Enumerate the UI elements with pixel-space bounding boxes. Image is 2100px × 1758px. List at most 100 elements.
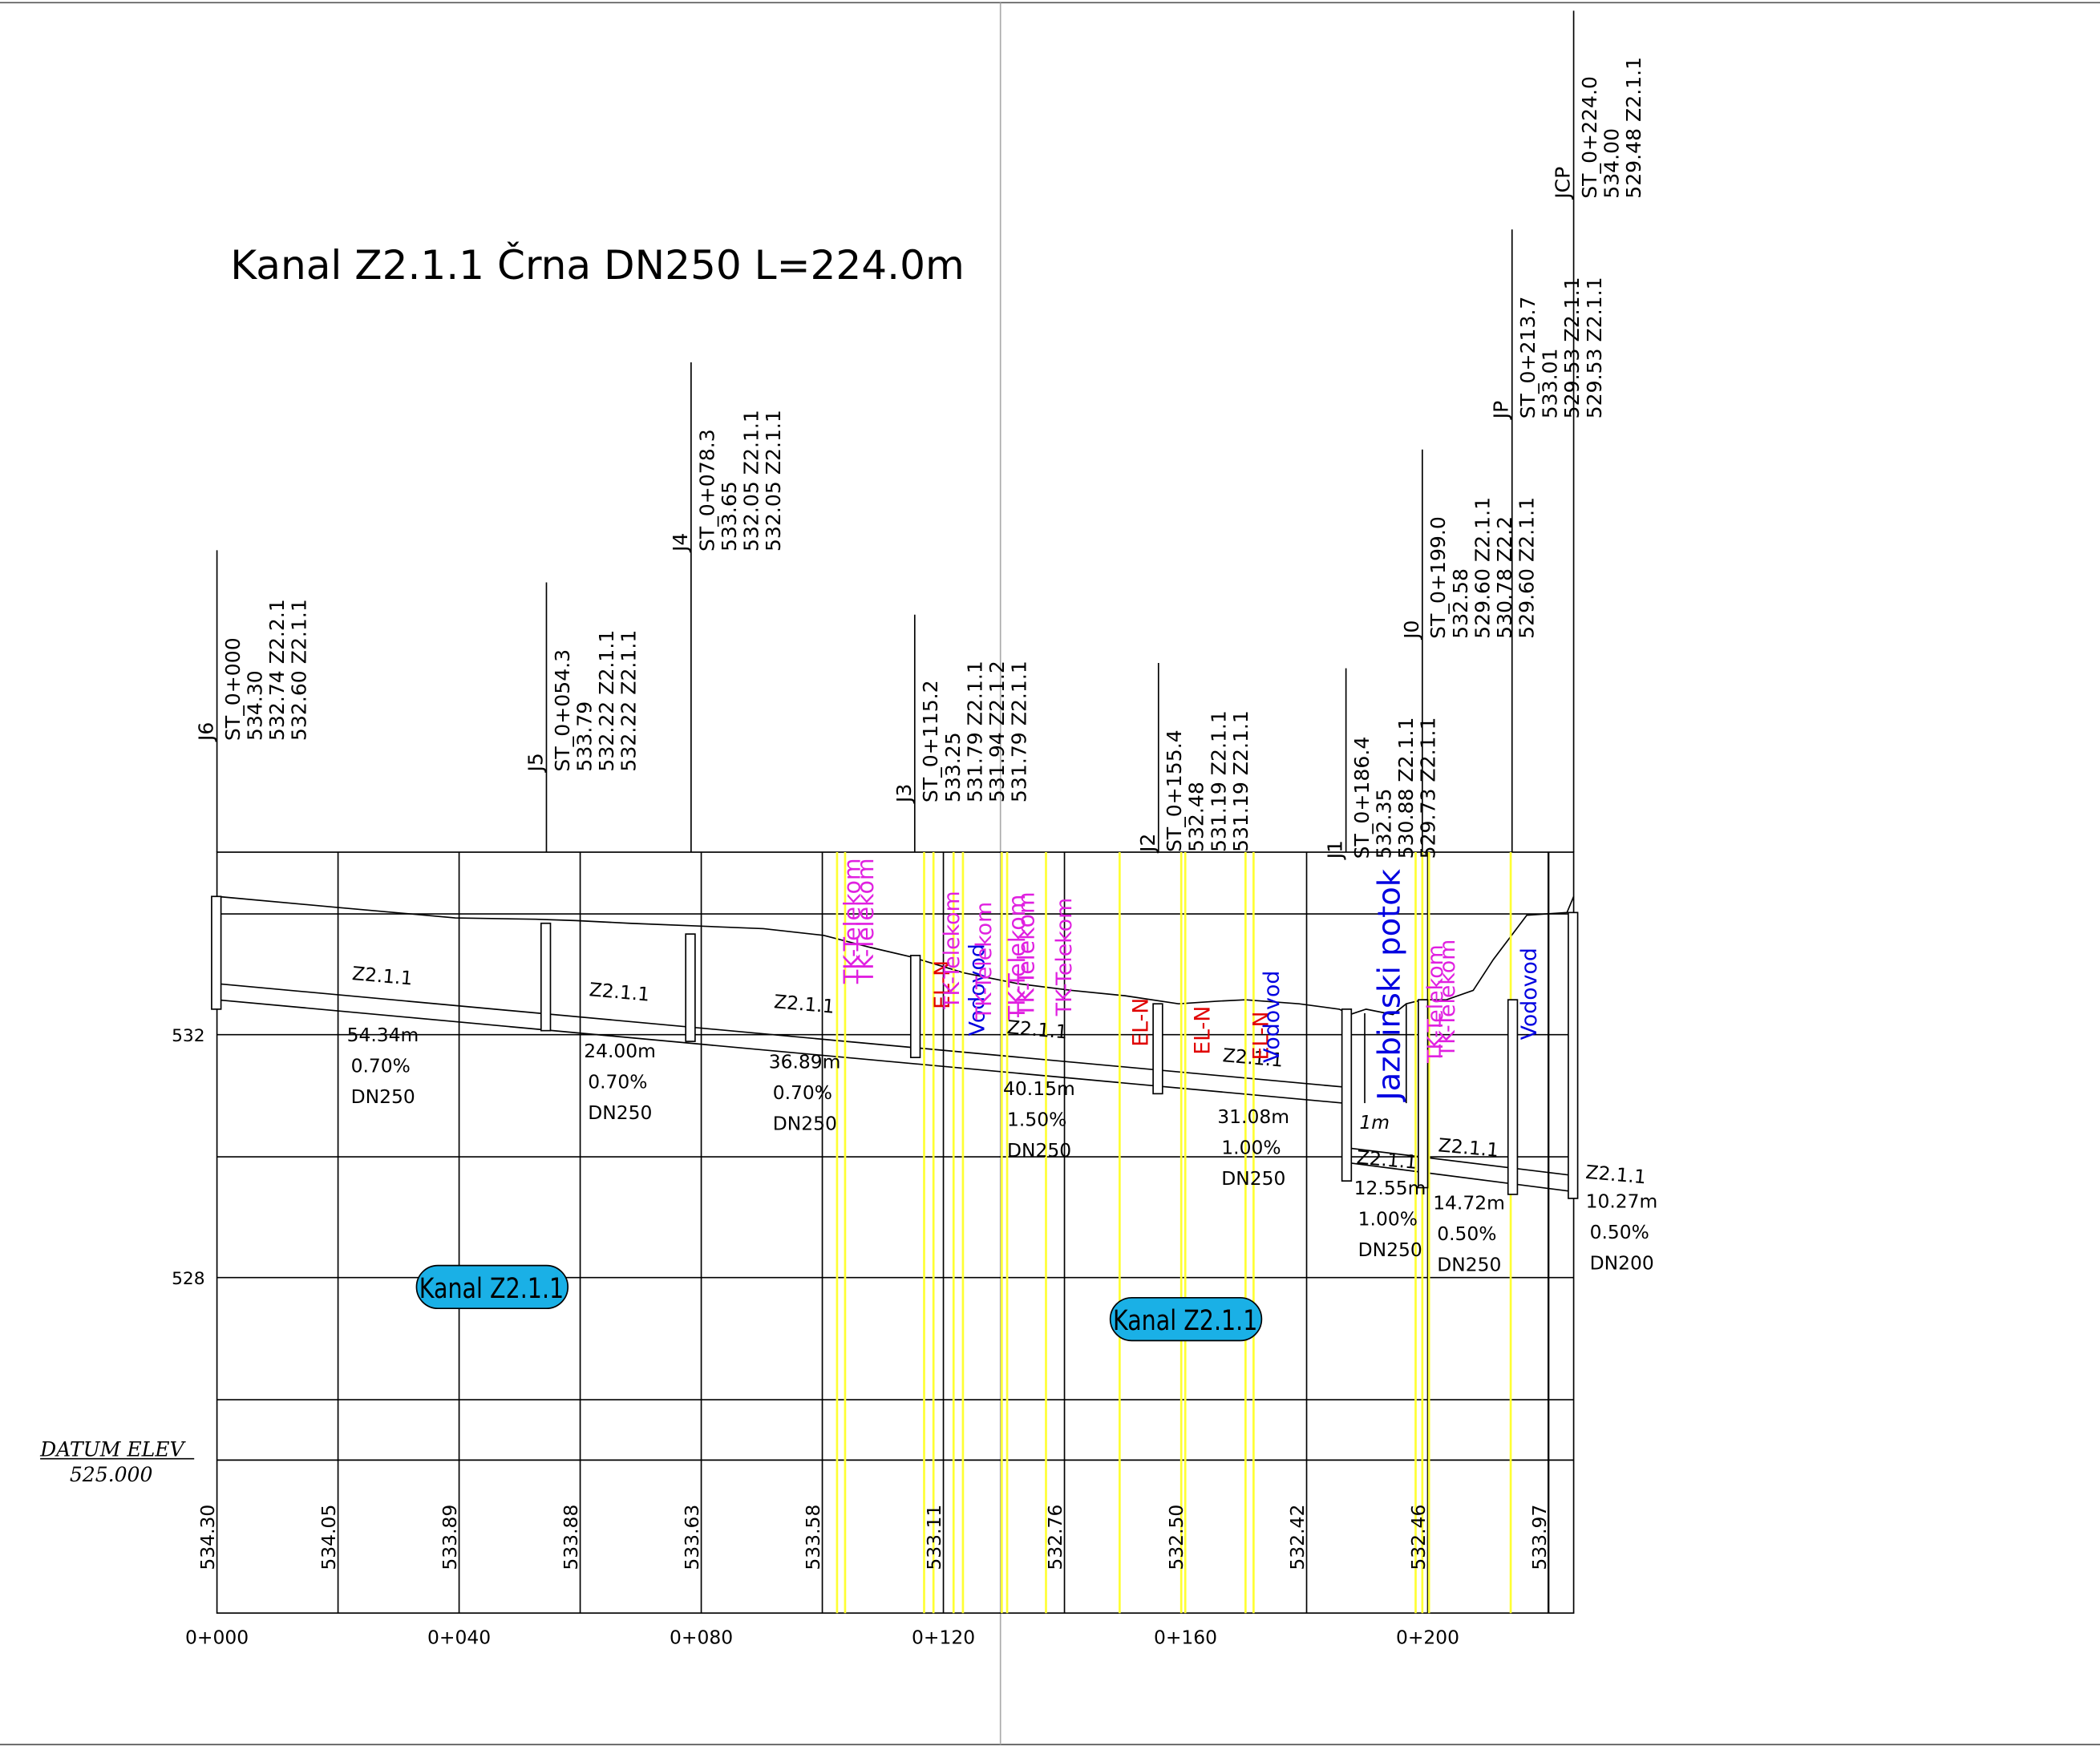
manhole-info: 529.48 Z2.1.1 <box>1622 57 1645 199</box>
manhole-name: J5 <box>524 753 547 773</box>
manhole <box>540 922 552 1032</box>
segment-name: Z2.1.1 <box>1438 1134 1500 1162</box>
manhole-info: 532.48 <box>1185 782 1208 852</box>
manhole-info: ST_0+224.0 <box>1578 76 1601 199</box>
badge-label: Kanal Z2.1.1 <box>1113 1304 1257 1337</box>
manhole-info: 529.53 Z2.1.1 <box>1560 277 1584 418</box>
ground-elevation: 534.30 <box>196 1505 219 1570</box>
manhole-info: ST_0+186.4 <box>1350 737 1374 859</box>
ground-elevation: 532.50 <box>1165 1505 1188 1570</box>
manhole <box>1417 999 1429 1189</box>
manhole-name: J6 <box>195 722 218 742</box>
segment-slope: 0.70% <box>351 1055 411 1077</box>
manhole-name: J2 <box>1136 834 1159 854</box>
manhole-info: 532.05 Z2.1.1 <box>762 410 785 552</box>
manhole-info: 531.94 Z2.1.2 <box>985 661 1009 802</box>
utility-label: Vodovod <box>965 944 990 1036</box>
manhole-info: 531.19 Z2.1.1 <box>1229 710 1252 852</box>
manhole-info: 534.30 <box>244 670 267 741</box>
manhole <box>909 955 921 1058</box>
utility-label: TK-Telekom <box>1004 895 1030 1021</box>
manhole-info: 531.79 Z2.1.1 <box>1007 661 1030 802</box>
frame-border <box>216 851 1575 1615</box>
manhole-info: 532.58 <box>1449 568 1472 639</box>
manhole <box>1341 1008 1353 1182</box>
utility-label: TK-Telekom <box>852 858 879 984</box>
segment-slope: 1.50% <box>1007 1108 1066 1130</box>
badge <box>1109 1296 1263 1342</box>
segment-dn: DN250 <box>773 1113 837 1135</box>
utility-label: TK-Telekom <box>1435 940 1460 1059</box>
manhole-info: 534.00 <box>1600 128 1624 199</box>
manhole-info: 533.25 <box>941 732 965 802</box>
utility-label: EL-N <box>930 960 955 1009</box>
manhole-info: 532.22 Z2.1.1 <box>595 630 618 772</box>
manhole-info: 529.53 Z2.1.1 <box>1583 277 1606 418</box>
utility-label: EL-N <box>1128 998 1153 1047</box>
manhole <box>1568 911 1579 1199</box>
segment-name: Z2.1.1 <box>1006 1016 1069 1044</box>
segment-length: 10.27m <box>1586 1190 1658 1213</box>
manhole-info: 529.60 Z2.1.1 <box>1471 497 1494 639</box>
segment-name: Z2.1.1 <box>589 978 651 1006</box>
manhole-info: ST_0+054.3 <box>551 649 574 772</box>
segment-length: 12.55m <box>1354 1177 1426 1199</box>
badge-label: Kanal Z2.1.1 <box>419 1272 564 1305</box>
manhole <box>685 933 696 1042</box>
utility-label: Jazbinski potok <box>1371 868 1407 1102</box>
manhole-name: J3 <box>892 784 916 804</box>
manhole-info: ST_0+199.0 <box>1426 516 1450 639</box>
manhole-name: JCP <box>1552 167 1575 200</box>
manhole-info: ST_0+000 <box>221 637 245 741</box>
segment-dn: DN250 <box>351 1085 415 1108</box>
ground-elevation: 533.11 <box>923 1505 945 1570</box>
utility-label: TK-Telekom <box>940 891 965 1010</box>
segment-length: 40.15m <box>1003 1077 1075 1100</box>
segment-slope: 0.50% <box>1437 1223 1496 1245</box>
segment-dn: DN250 <box>1437 1253 1501 1275</box>
datum-value: 525.000 <box>70 1463 153 1486</box>
station-label: 0+160 <box>1154 1627 1217 1649</box>
segment-name: Z2.1.1 <box>1222 1044 1285 1072</box>
manhole-info: ST_0+115.2 <box>919 680 942 802</box>
manhole <box>211 895 222 1010</box>
manhole-name: J0 <box>1400 620 1423 640</box>
drawing-title: Kanal Z2.1.1 Črna DN250 L=224.0m <box>230 241 964 289</box>
pipe-top-lower <box>1343 1146 1574 1177</box>
ground-elevation: 533.58 <box>802 1505 824 1570</box>
utility-label: Vodovod <box>1517 948 1542 1040</box>
pipe-bottom-lower <box>1343 1161 1574 1193</box>
segment-slope: 0.70% <box>773 1081 832 1104</box>
manhole-info: 529.60 Z2.1.1 <box>1515 497 1538 639</box>
segment-dn: DN250 <box>1007 1139 1071 1162</box>
utility-label: Vodovod <box>1260 971 1285 1063</box>
segment-length: 54.34m <box>347 1024 419 1046</box>
manhole-info: 532.60 Z2.1.1 <box>288 599 311 741</box>
ground-elevation: 534.05 <box>318 1505 340 1570</box>
ground-elevation: 533.63 <box>681 1505 703 1570</box>
segment-slope: 0.70% <box>588 1071 647 1093</box>
ground-line <box>216 895 1575 1016</box>
manhole-info: 531.79 Z2.1.1 <box>963 661 986 802</box>
station-label: 0+040 <box>427 1627 491 1649</box>
manhole-info: ST_0+078.3 <box>695 429 718 552</box>
ground-elevation: 532.42 <box>1286 1505 1309 1570</box>
utility-label: TK-Telekom <box>972 902 997 1021</box>
segment-dn: DN250 <box>588 1101 652 1124</box>
manhole-info: 530.88 Z2.1.1 <box>1394 717 1418 859</box>
segment-dn: DN200 <box>1590 1252 1654 1275</box>
segment-slope: 0.50% <box>1590 1221 1649 1243</box>
utility-label: EL-N <box>1249 1011 1274 1060</box>
utility-label: TK-Telekom <box>839 858 865 984</box>
manhole-name: J1 <box>1324 840 1347 860</box>
ground-elevation: 533.97 <box>1528 1505 1551 1570</box>
station-label: 0+000 <box>185 1627 249 1649</box>
segment-length: 31.08m <box>1217 1105 1289 1128</box>
segment-length: 24.00m <box>584 1040 656 1062</box>
manhole <box>1152 1003 1163 1095</box>
ground-elevation: 533.88 <box>560 1505 582 1570</box>
manhole-info: ST_0+155.4 <box>1163 729 1186 852</box>
manhole-info: 532.35 <box>1373 789 1396 859</box>
utility-label: TK-Telekom <box>1013 891 1039 1018</box>
